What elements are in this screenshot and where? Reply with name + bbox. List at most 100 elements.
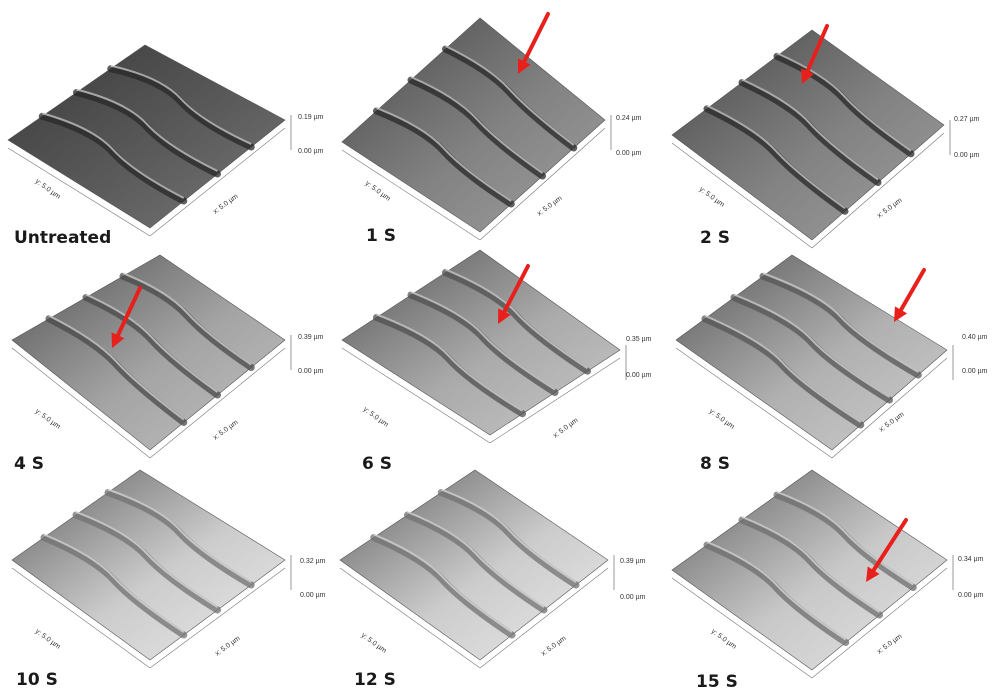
surface-highlight — [110, 64, 252, 145]
afm-surface-image — [11, 469, 292, 669]
surface-ridge — [759, 272, 922, 379]
z-min-label: 0.00 µm — [620, 594, 646, 601]
surface-highlight — [122, 272, 252, 366]
afm-panel-8s: 0.40 µm 0.00 µm y: 5.0 µm x: 5.0 µm 8 S — [662, 240, 992, 474]
surface-ridge — [104, 489, 255, 589]
surface-ridge — [373, 107, 515, 208]
surface-highlight — [741, 78, 879, 181]
surface-highlight — [48, 314, 185, 421]
surface-ridge — [373, 314, 526, 418]
surface-ridge — [442, 45, 578, 152]
surface-ridge — [773, 491, 917, 591]
afm-panel-1s: 0.24 µm 0.00 µm y: 5.0 µm x: 5.0 µm 1 S — [330, 0, 660, 246]
surface-plane — [341, 17, 606, 233]
panel-caption: 12 S — [354, 670, 396, 690]
panel-caption: 15 S — [696, 672, 738, 692]
afm-surface-image — [7, 44, 292, 237]
z-max-label: 0.35 µm — [626, 336, 652, 343]
afm-panel-15s: 0.34 µm 0.00 µm y: 5.0 µm x: 5.0 µm 15 S — [662, 460, 992, 692]
afm-panel-12s: 0.39 µm 0.00 µm y: 5.0 µm x: 5.0 µm 12 S — [330, 460, 660, 690]
panel-caption: 6 S — [362, 454, 392, 474]
surface-plane — [341, 249, 621, 436]
surface-ridge — [45, 315, 188, 426]
z-min-label: 0.00 µm — [962, 368, 988, 375]
z-min-label: 0.00 µm — [626, 372, 652, 379]
afm-panel-untreated: 0.19 µm 0.00 µm y: 5.0 µm x: 5.0 µm Untr… — [0, 0, 330, 248]
afm-surface-image — [11, 254, 292, 459]
panel-caption: 4 S — [14, 454, 44, 474]
surface-ridge — [40, 534, 188, 639]
z-min-label: 0.00 µm — [298, 148, 324, 155]
surface-ridge — [442, 269, 591, 375]
surface-ridge — [404, 511, 548, 614]
panel-caption: 8 S — [700, 454, 730, 474]
surface-ridge — [701, 315, 865, 429]
arrow-icon — [894, 306, 908, 322]
surface-highlight — [410, 291, 556, 391]
surface-highlight — [410, 76, 544, 174]
arrow-shaft — [522, 12, 550, 64]
surface-highlight — [762, 272, 919, 373]
panel-caption: Untreated — [14, 228, 112, 248]
afm-panel-6s: 0.35 µm 0.00 µm y: 5.0 µm x: 5.0 µm 6 S — [330, 240, 660, 474]
afm-surface-image — [341, 249, 627, 444]
z-max-label: 0.39 µm — [620, 558, 646, 565]
surface-ridge — [437, 489, 580, 589]
surface-plane — [7, 44, 286, 229]
afm-surface-image — [341, 12, 612, 241]
afm-surface-image — [675, 254, 954, 459]
surface-plane — [671, 29, 945, 241]
z-min-label: 0.00 µm — [300, 592, 326, 599]
afm-panel-10s: 0.32 µm 0.00 µm y: 5.0 µm x: 5.0 µm 10 S — [0, 460, 330, 690]
surface-ridge — [738, 516, 883, 619]
surface-ridge — [73, 89, 221, 178]
surface-highlight — [76, 88, 218, 172]
arrow-icon — [518, 58, 531, 74]
z-min-label: 0.00 µm — [958, 592, 984, 599]
panel-caption: 10 S — [16, 670, 58, 690]
afm-surface-image — [339, 469, 615, 669]
surface-plane — [11, 469, 286, 661]
arrow-icon — [111, 332, 125, 348]
surface-highlight — [376, 313, 524, 412]
surface-highlight — [445, 268, 589, 370]
arrow-shaft — [502, 264, 530, 314]
surface-ridge — [370, 534, 516, 639]
z-min-label: 0.00 µm — [298, 368, 324, 375]
surface-highlight — [445, 45, 575, 146]
surface-ridge — [38, 112, 188, 205]
panel-caption: 2 S — [700, 228, 730, 248]
surface-highlight — [85, 293, 219, 393]
surface-highlight — [706, 104, 846, 210]
surface-highlight — [706, 541, 847, 641]
surface-ridge — [407, 76, 546, 180]
surface-ridge — [730, 294, 893, 404]
surface-ridge — [407, 291, 559, 396]
z-max-label: 0.34 µm — [958, 556, 984, 563]
surface-highlight — [776, 491, 914, 586]
z-min-label: 0.00 µm — [954, 152, 980, 159]
z-max-label: 0.24 µm — [616, 115, 642, 122]
surface-plane — [339, 469, 609, 661]
surface-highlight — [407, 511, 545, 608]
afm-panel-2s: 0.27 µm 0.00 µm y: 5.0 µm x: 5.0 µm 2 S — [662, 0, 992, 249]
surface-plane — [11, 254, 286, 451]
surface-highlight — [776, 52, 912, 152]
afm-surface-image — [671, 469, 954, 679]
z-max-label: 0.39 µm — [298, 334, 324, 341]
afm-panel-4s: 0.39 µm 0.00 µm y: 5.0 µm x: 5.0 µm 4 S — [0, 240, 330, 474]
surface-ridge — [119, 272, 255, 371]
arrow-shaft — [898, 268, 926, 312]
surface-highlight — [43, 533, 185, 633]
z-max-label: 0.19 µm — [298, 114, 324, 121]
surface-highlight — [373, 533, 513, 633]
surface-highlight — [741, 516, 881, 613]
afm-surface-image — [671, 24, 951, 249]
arrow-icon — [498, 308, 511, 324]
surface-ridge — [107, 65, 255, 151]
surface-highlight — [75, 511, 219, 608]
surface-ridge — [773, 52, 915, 158]
surface-highlight — [41, 112, 185, 199]
z-max-label: 0.27 µm — [954, 116, 980, 123]
arrow-icon — [866, 566, 880, 582]
